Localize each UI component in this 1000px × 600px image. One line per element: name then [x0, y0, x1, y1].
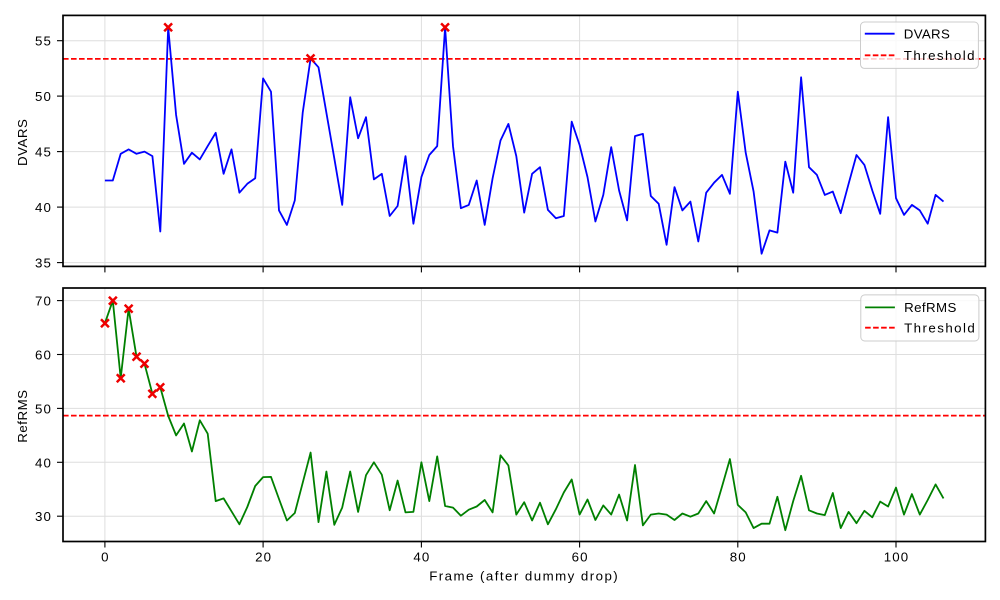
svg-text:50: 50 — [35, 401, 52, 416]
svg-text:20: 20 — [255, 550, 272, 565]
svg-text:35: 35 — [35, 256, 52, 271]
svg-text:Frame (after dummy drop): Frame (after dummy drop) — [429, 569, 619, 584]
svg-text:DVARS: DVARS — [15, 119, 30, 166]
svg-text:60: 60 — [572, 550, 589, 565]
svg-text:60: 60 — [35, 348, 52, 363]
svg-text:0: 0 — [101, 550, 110, 565]
svg-text:RefRMS: RefRMS — [904, 300, 957, 315]
svg-text:45: 45 — [35, 145, 52, 160]
svg-text:DVARS: DVARS — [904, 26, 950, 41]
svg-text:70: 70 — [35, 294, 52, 309]
svg-text:80: 80 — [730, 550, 747, 565]
svg-text:100: 100 — [884, 550, 910, 565]
svg-text:30: 30 — [35, 509, 52, 524]
svg-text:50: 50 — [35, 89, 52, 104]
svg-text:55: 55 — [35, 34, 52, 49]
svg-text:Threshold: Threshold — [904, 48, 976, 63]
svg-text:Threshold: Threshold — [904, 320, 976, 335]
svg-text:40: 40 — [35, 200, 52, 215]
svg-text:40: 40 — [413, 550, 430, 565]
svg-text:RefRMS: RefRMS — [15, 389, 30, 442]
svg-text:40: 40 — [35, 455, 52, 470]
